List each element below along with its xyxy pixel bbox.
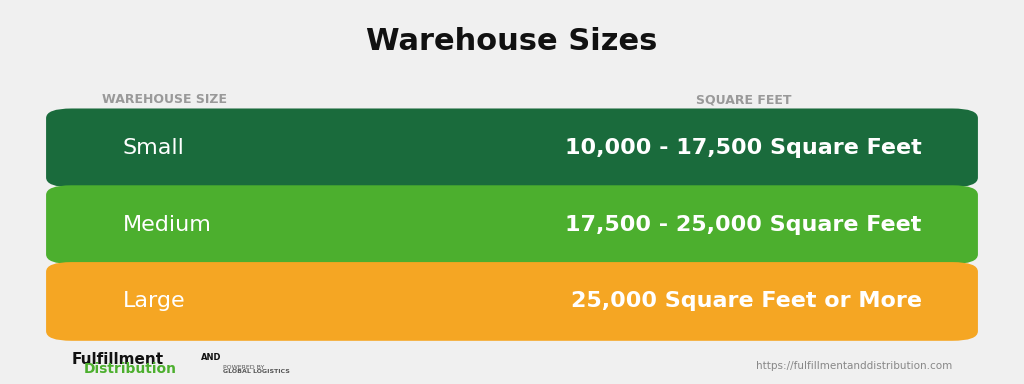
Text: Warehouse Sizes: Warehouse Sizes: [367, 27, 657, 56]
FancyBboxPatch shape: [46, 185, 978, 264]
FancyBboxPatch shape: [46, 109, 978, 187]
Text: Medium: Medium: [123, 215, 212, 235]
Text: POWERED BY: POWERED BY: [223, 365, 264, 371]
Text: SQUARE FEET: SQUARE FEET: [696, 93, 792, 106]
Text: Small: Small: [123, 138, 184, 158]
Text: https://fulfillmentanddistribution.com: https://fulfillmentanddistribution.com: [756, 361, 952, 371]
Text: Large: Large: [123, 291, 185, 311]
Text: 17,500 - 25,000 Square Feet: 17,500 - 25,000 Square Feet: [565, 215, 922, 235]
Text: 10,000 - 17,500 Square Feet: 10,000 - 17,500 Square Feet: [565, 138, 922, 158]
Text: AND: AND: [201, 353, 221, 362]
Text: Fulfillment: Fulfillment: [72, 351, 164, 367]
Text: GLOBAL LOGISTICS: GLOBAL LOGISTICS: [223, 369, 290, 374]
Text: Distribution: Distribution: [84, 362, 177, 376]
Text: 25,000 Square Feet or More: 25,000 Square Feet or More: [570, 291, 922, 311]
FancyBboxPatch shape: [46, 262, 978, 341]
Text: WAREHOUSE SIZE: WAREHOUSE SIZE: [102, 93, 227, 106]
